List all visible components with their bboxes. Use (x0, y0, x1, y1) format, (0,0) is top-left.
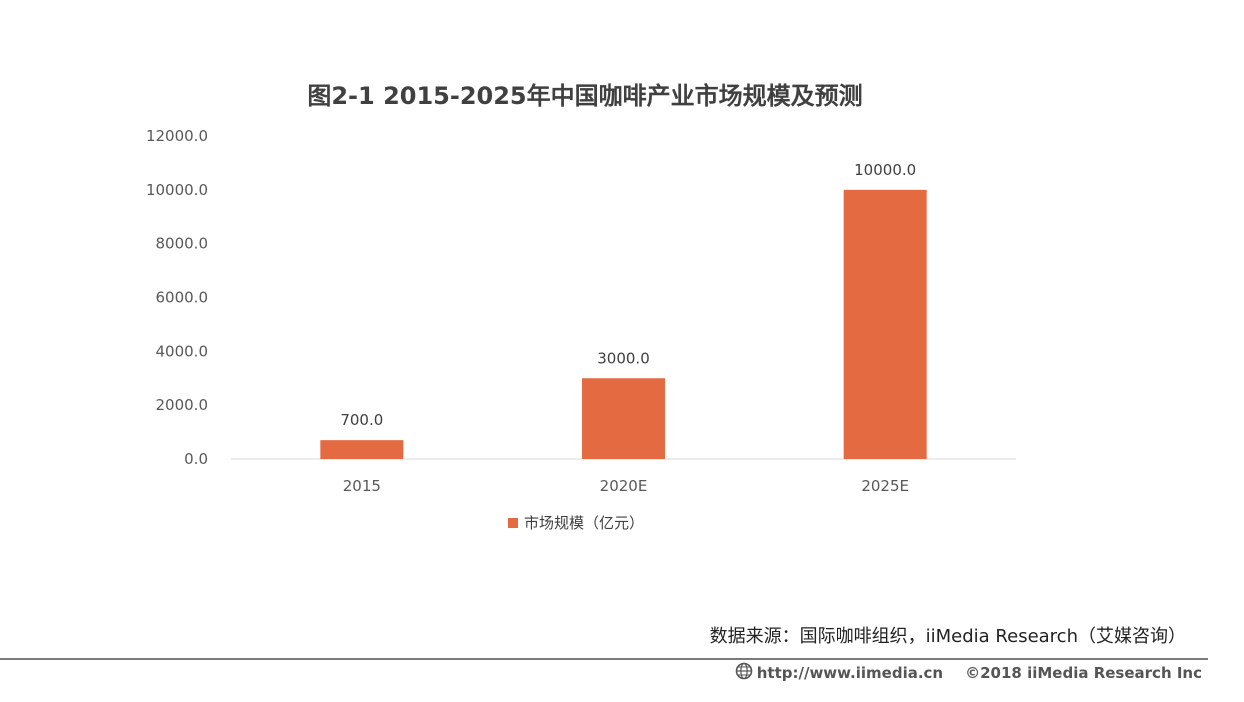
y-tick-label: 4000.0 (156, 342, 209, 360)
footer-divider (0, 658, 1208, 660)
y-tick-label: 12000.0 (146, 127, 208, 145)
x-tick-label: 2015 (343, 477, 381, 495)
chart-title: 图2-1 2015-2025年中国咖啡产业市场规模及预测 (307, 82, 863, 110)
website-link[interactable]: http://www.iimedia.cn (756, 664, 944, 682)
data-label: 10000.0 (854, 161, 916, 179)
y-tick-label: 0.0 (184, 450, 208, 468)
data-label: 3000.0 (597, 349, 650, 367)
bar (582, 378, 665, 459)
bar (843, 189, 927, 460)
legend-swatch (508, 517, 518, 528)
data-label: 700.0 (340, 411, 383, 429)
footer-bar: http://www.iimedia.cn ©2018 iiMedia Rese… (735, 662, 1202, 684)
x-tick-label: 2020E (600, 477, 648, 495)
y-axis-ticks: 0.0 2000.0 4000.0 6000.0 8000.0 10000.0 12000.… (146, 127, 208, 468)
legend: 市场规模（亿元） (508, 512, 644, 533)
data-labels: 700.0 3000.0 10000.0 (340, 161, 916, 429)
y-tick-label: 6000.0 (156, 289, 209, 307)
y-tick-label: 2000.0 (156, 396, 209, 414)
x-axis-ticks: 2015 2020E 2025E (343, 477, 909, 495)
legend-label: 市场规模（亿元） (524, 514, 645, 532)
copyright-text: ©2018 iiMedia Research Inc (965, 664, 1202, 682)
y-tick-label: 10000.0 (146, 181, 208, 199)
y-tick-label: 8000.0 (156, 235, 209, 253)
globe-icon (735, 662, 753, 684)
bar (320, 440, 404, 459)
bars (320, 189, 927, 460)
source-note: 数据来源：国际咖啡组织，iiMedia Research（艾媒咨询） (709, 626, 1186, 647)
x-tick-label: 2025E (861, 477, 909, 495)
